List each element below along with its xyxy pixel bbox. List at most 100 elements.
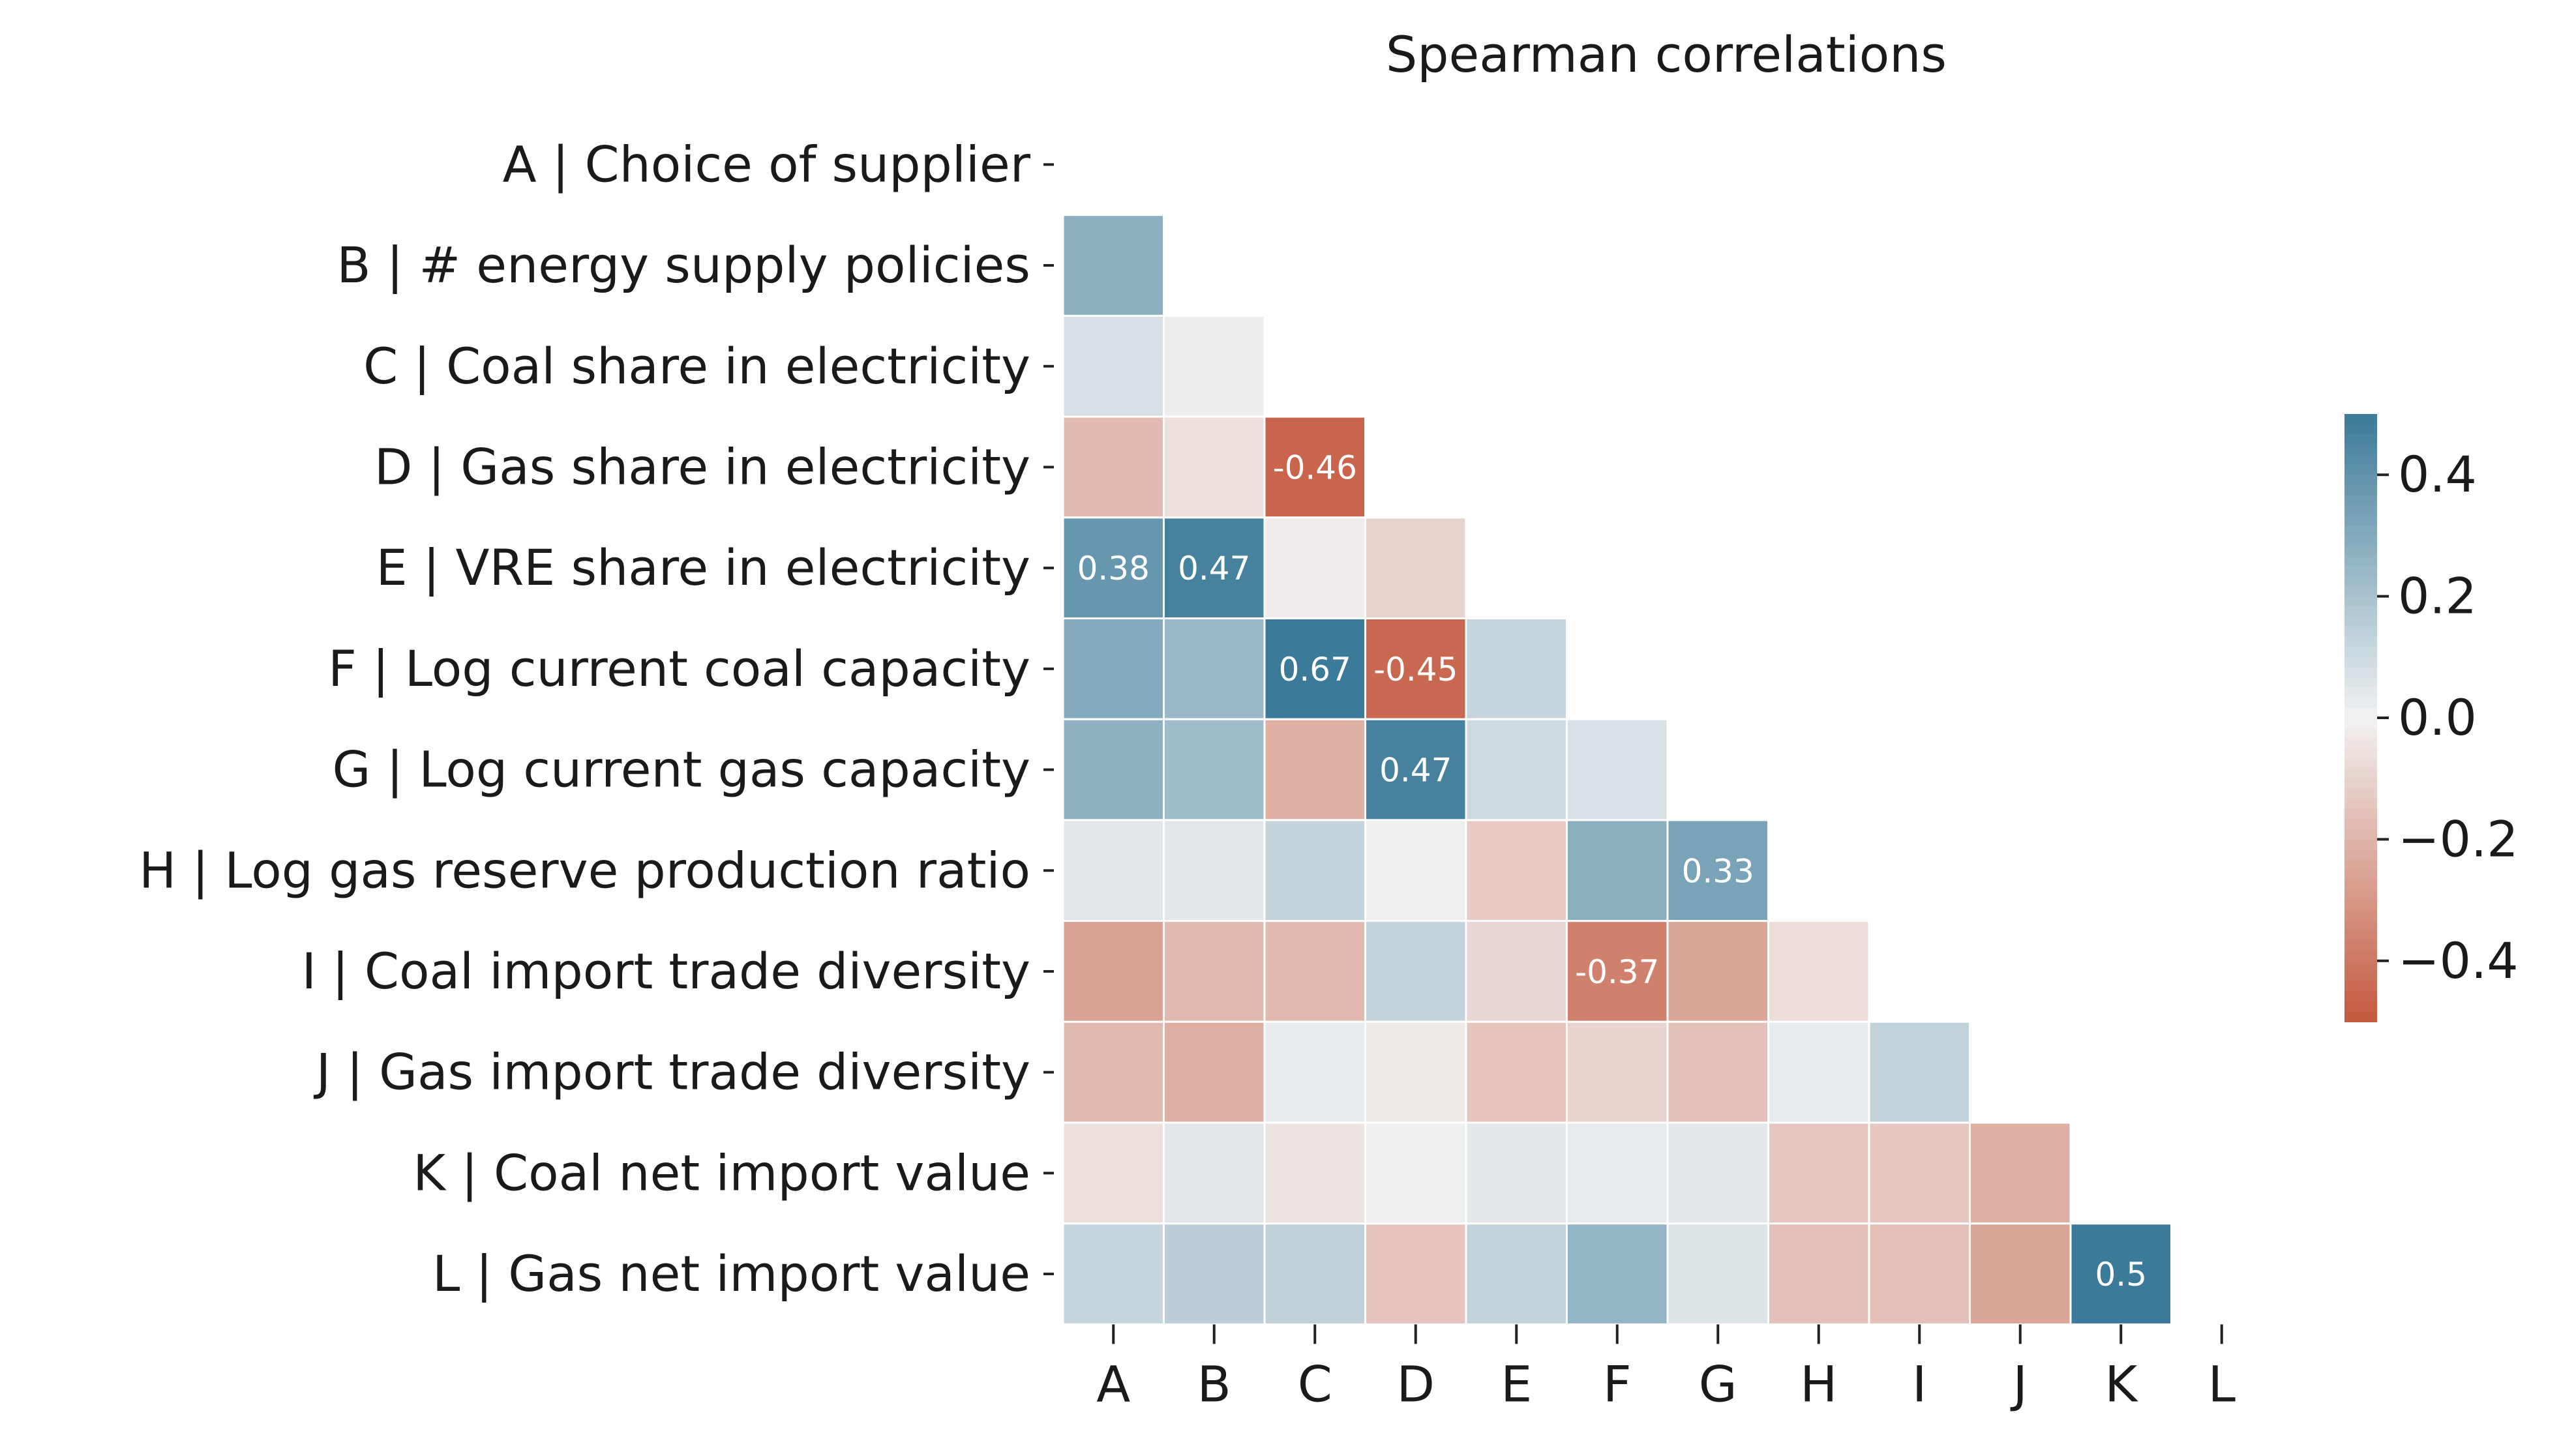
column-label: H bbox=[1800, 1355, 1837, 1413]
colorbar-tick-label: −0.2 bbox=[2398, 810, 2519, 868]
heatmap-cell-I-A bbox=[1062, 920, 1165, 1023]
colorbar-segment bbox=[2344, 576, 2377, 587]
heatmap-cell-F-B bbox=[1163, 617, 1266, 720]
heatmap-cell-L-D bbox=[1364, 1222, 1467, 1325]
colorbar-segment bbox=[2344, 627, 2377, 638]
heatmap-cell-K-B bbox=[1163, 1121, 1266, 1225]
colorbar-segment bbox=[2344, 718, 2377, 729]
heatmap-cell-J-G bbox=[1666, 1020, 1769, 1124]
colorbar-segment bbox=[2344, 849, 2377, 861]
heatmap-cell-J-A bbox=[1062, 1020, 1165, 1124]
colorbar-segment bbox=[2344, 910, 2377, 921]
row-label: G | Log current gas capacity bbox=[333, 741, 1030, 799]
colorbar-segment bbox=[2344, 940, 2377, 952]
colorbar-segment bbox=[2344, 636, 2377, 648]
colorbar-segment bbox=[2344, 981, 2377, 992]
heatmap-cell-I-D bbox=[1364, 920, 1467, 1023]
heatmap-cell-D-A bbox=[1062, 415, 1165, 519]
cell-annotation: -0.46 bbox=[1273, 449, 1357, 486]
heatmap-cell-K-H bbox=[1767, 1121, 1870, 1225]
cell-annotations: -0.46 0.38 0.47 0.67 -0.45 0.47 0.33 -0.37 0.5 bbox=[1077, 449, 2147, 1293]
colorbar-segment bbox=[2344, 819, 2377, 830]
colorbar-segment bbox=[2344, 535, 2377, 546]
heatmap-cell-L-B bbox=[1163, 1222, 1266, 1325]
colorbar-segment bbox=[2344, 930, 2377, 941]
colorbar-segment bbox=[2344, 1001, 2377, 1012]
colorbar-segment bbox=[2344, 454, 2377, 465]
row-label: J | Gas import trade diversity bbox=[314, 1043, 1030, 1102]
row-label: H | Log gas reserve production ratio bbox=[139, 841, 1030, 900]
column-label: G bbox=[1699, 1355, 1737, 1413]
colorbar-segment bbox=[2344, 596, 2377, 608]
colorbar-tick-label: 0.0 bbox=[2398, 688, 2477, 746]
heatmap-cell-G-B bbox=[1163, 718, 1266, 821]
colorbar-segment bbox=[2344, 566, 2377, 577]
column-label: C bbox=[1298, 1355, 1332, 1413]
heatmap-cell-D-B bbox=[1163, 415, 1266, 519]
colorbar-segment bbox=[2344, 464, 2377, 476]
heatmap-cell-E-B bbox=[1163, 516, 1266, 619]
colorbar-segment bbox=[2344, 434, 2377, 445]
colorbar-segment bbox=[2344, 738, 2377, 749]
colorbar-segment bbox=[2344, 444, 2377, 456]
heatmap-cell-I-H bbox=[1767, 920, 1870, 1023]
colorbar-segment bbox=[2344, 920, 2377, 932]
colorbar-segment bbox=[2344, 728, 2377, 739]
heatmap-cell-K-F bbox=[1566, 1121, 1669, 1225]
colorbar-segment bbox=[2344, 515, 2377, 526]
cell-annotation: -0.45 bbox=[1373, 651, 1458, 688]
heatmap-cell-H-E bbox=[1465, 819, 1568, 923]
colorbar-segment bbox=[2344, 707, 2377, 718]
cell-annotation: 0.47 bbox=[1379, 752, 1452, 790]
colorbar-segment bbox=[2344, 606, 2377, 617]
colorbar-segment bbox=[2344, 657, 2377, 668]
column-labels: A B C D E F G H I J K L bbox=[1096, 1324, 2236, 1413]
colorbar-segment bbox=[2344, 808, 2377, 820]
column-label: B bbox=[1197, 1355, 1231, 1413]
row-label: K | Coal net import value bbox=[413, 1144, 1030, 1202]
heatmap-cell-D-C bbox=[1263, 415, 1366, 519]
heatmap-cell-L-G bbox=[1666, 1222, 1769, 1325]
heatmap-cell-L-E bbox=[1465, 1222, 1568, 1325]
colorbar-segment bbox=[2344, 788, 2377, 800]
heatmap-cell-K-A bbox=[1062, 1121, 1165, 1225]
cell-annotation: -0.37 bbox=[1575, 953, 1659, 991]
row-label: A | Choice of supplier bbox=[503, 135, 1031, 194]
heatmap-cell-L-J bbox=[1969, 1222, 2072, 1325]
colorbar-segment bbox=[2344, 414, 2377, 425]
heatmap-cell-C-A bbox=[1062, 314, 1165, 418]
heatmap-cells bbox=[1062, 214, 2172, 1325]
colorbar-segment bbox=[2344, 768, 2377, 780]
heatmap-cell-F-E bbox=[1465, 617, 1568, 720]
heatmap-cell-J-D bbox=[1364, 1020, 1467, 1124]
colorbar-tick-label: 0.4 bbox=[2398, 445, 2477, 503]
heatmap-cell-G-A bbox=[1062, 718, 1165, 821]
heatmap-cell-L-C bbox=[1263, 1222, 1366, 1325]
heatmap-cell-H-A bbox=[1062, 819, 1165, 923]
heatmap-cell-J-B bbox=[1163, 1020, 1266, 1124]
colorbar-segment bbox=[2344, 778, 2377, 790]
row-label: E | VRE share in electricity bbox=[376, 539, 1030, 597]
colorbar-segment bbox=[2344, 1011, 2377, 1022]
heatmap-cell-K-I bbox=[1868, 1121, 1971, 1225]
heatmap-cell-H-F bbox=[1566, 819, 1669, 923]
colorbar-segment bbox=[2344, 687, 2377, 698]
colorbar-segment bbox=[2344, 890, 2377, 901]
heatmap-cell-J-I bbox=[1868, 1020, 1971, 1124]
cell-annotation: 0.38 bbox=[1077, 550, 1150, 587]
row-label: B | # energy supply policies bbox=[337, 236, 1030, 295]
heatmap-cell-E-D bbox=[1364, 516, 1467, 619]
row-label: F | Log current coal capacity bbox=[328, 640, 1030, 698]
colorbar-tick-label: −0.4 bbox=[2398, 932, 2519, 990]
column-label: E bbox=[1501, 1355, 1532, 1413]
heatmap-cell-H-C bbox=[1263, 819, 1366, 923]
colorbar: 0.4 0.2 0.0 −0.2 −0.4 bbox=[2344, 414, 2519, 1022]
heatmap-cell-L-F bbox=[1566, 1222, 1669, 1325]
column-label: F bbox=[1603, 1355, 1632, 1413]
cell-annotation: 0.5 bbox=[2095, 1256, 2147, 1293]
colorbar-segment bbox=[2344, 900, 2377, 911]
colorbar-segment bbox=[2344, 951, 2377, 962]
chart-title: Spearman correlations bbox=[1386, 25, 1947, 83]
colorbar-segment bbox=[2344, 799, 2377, 810]
cell-annotation: 0.67 bbox=[1279, 651, 1351, 688]
